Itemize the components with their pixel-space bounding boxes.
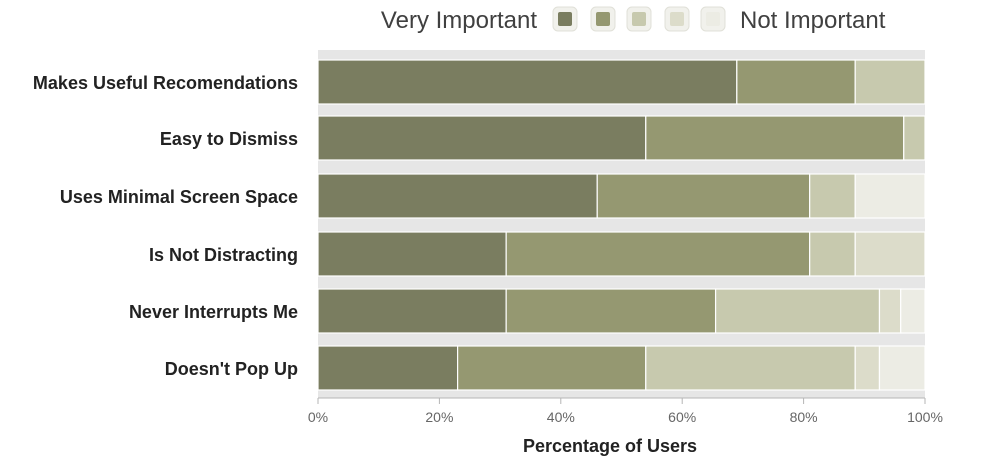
bar-is-not-distracting-level-1 — [317, 231, 507, 277]
bar-never-interrupts-me-level-5 — [900, 288, 926, 334]
legend-label-very-important: Very Important — [381, 7, 537, 34]
category-label-makes-useful-recomendations: Makes Useful Recomendations — [33, 73, 298, 93]
bar-is-not-distracting-level-2 — [505, 231, 811, 277]
x-tick-label-20: 20% — [425, 409, 453, 425]
bar-easy-to-dismiss-level-3 — [903, 115, 926, 161]
bar-is-not-distracting-level-4 — [854, 231, 926, 277]
bar-never-interrupts-me-level-4 — [878, 288, 902, 334]
x-ticks: 0% 20% 40% 60% 80% 100% — [308, 398, 943, 425]
bar-uses-minimal-screen-space-level-5 — [854, 173, 926, 219]
category-label-never-interrupts-me: Never Interrupts Me — [129, 302, 298, 322]
plot-background — [318, 50, 925, 398]
plot-area: Makes Useful Recomendations Easy to Dismi… — [33, 50, 926, 398]
legend-swatch-level-2 — [596, 12, 610, 26]
bar-doesn-t-pop-up-level-5 — [878, 345, 926, 391]
category-label-is-not-distracting: Is Not Distracting — [149, 245, 298, 265]
x-tick-label-80: 80% — [790, 409, 818, 425]
category-labels: Makes Useful Recomendations Easy to Dismi… — [33, 73, 298, 379]
legend: Very Important Not Important — [381, 6, 886, 34]
bars — [317, 59, 926, 391]
bar-makes-useful-recomendations-level-2 — [736, 59, 856, 105]
bar-never-interrupts-me-level-3 — [714, 288, 881, 334]
x-tick-label-60: 60% — [668, 409, 696, 425]
bar-never-interrupts-me-level-1 — [317, 288, 507, 334]
legend-swatches — [552, 6, 726, 32]
bar-doesn-t-pop-up-level-4 — [854, 345, 881, 391]
bar-makes-useful-recomendations-level-1 — [317, 59, 738, 105]
category-label-easy-to-dismiss: Easy to Dismiss — [160, 129, 298, 149]
legend-label-not-important: Not Important — [740, 7, 886, 34]
bar-makes-useful-recomendations-level-3 — [854, 59, 926, 105]
bar-doesn-t-pop-up-level-3 — [645, 345, 856, 391]
bar-uses-minimal-screen-space-level-3 — [809, 173, 856, 219]
legend-swatch-level-1 — [558, 12, 572, 26]
bar-uses-minimal-screen-space-level-2 — [596, 173, 811, 219]
x-tick-label-40: 40% — [547, 409, 575, 425]
legend-swatch-level-5 — [706, 12, 720, 26]
bar-easy-to-dismiss-level-1 — [317, 115, 647, 161]
bar-never-interrupts-me-level-2 — [505, 288, 717, 334]
legend-swatch-level-3 — [632, 12, 646, 26]
category-label-doesn-t-pop-up: Doesn't Pop Up — [165, 359, 298, 379]
bar-doesn-t-pop-up-level-2 — [457, 345, 647, 391]
x-axis-title: Percentage of Users — [523, 436, 697, 456]
bar-is-not-distracting-level-3 — [809, 231, 856, 277]
x-tick-label-100: 100% — [907, 409, 943, 425]
x-tick-label-0: 0% — [308, 409, 328, 425]
legend-swatch-level-4 — [670, 12, 684, 26]
bar-easy-to-dismiss-level-2 — [645, 115, 905, 161]
bar-uses-minimal-screen-space-level-1 — [317, 173, 598, 219]
category-label-uses-minimal-screen-space: Uses Minimal Screen Space — [60, 187, 298, 207]
x-axis: 0% 20% 40% 60% 80% 100% Percentage of Users — [308, 397, 943, 456]
bar-doesn-t-pop-up-level-1 — [317, 345, 459, 391]
